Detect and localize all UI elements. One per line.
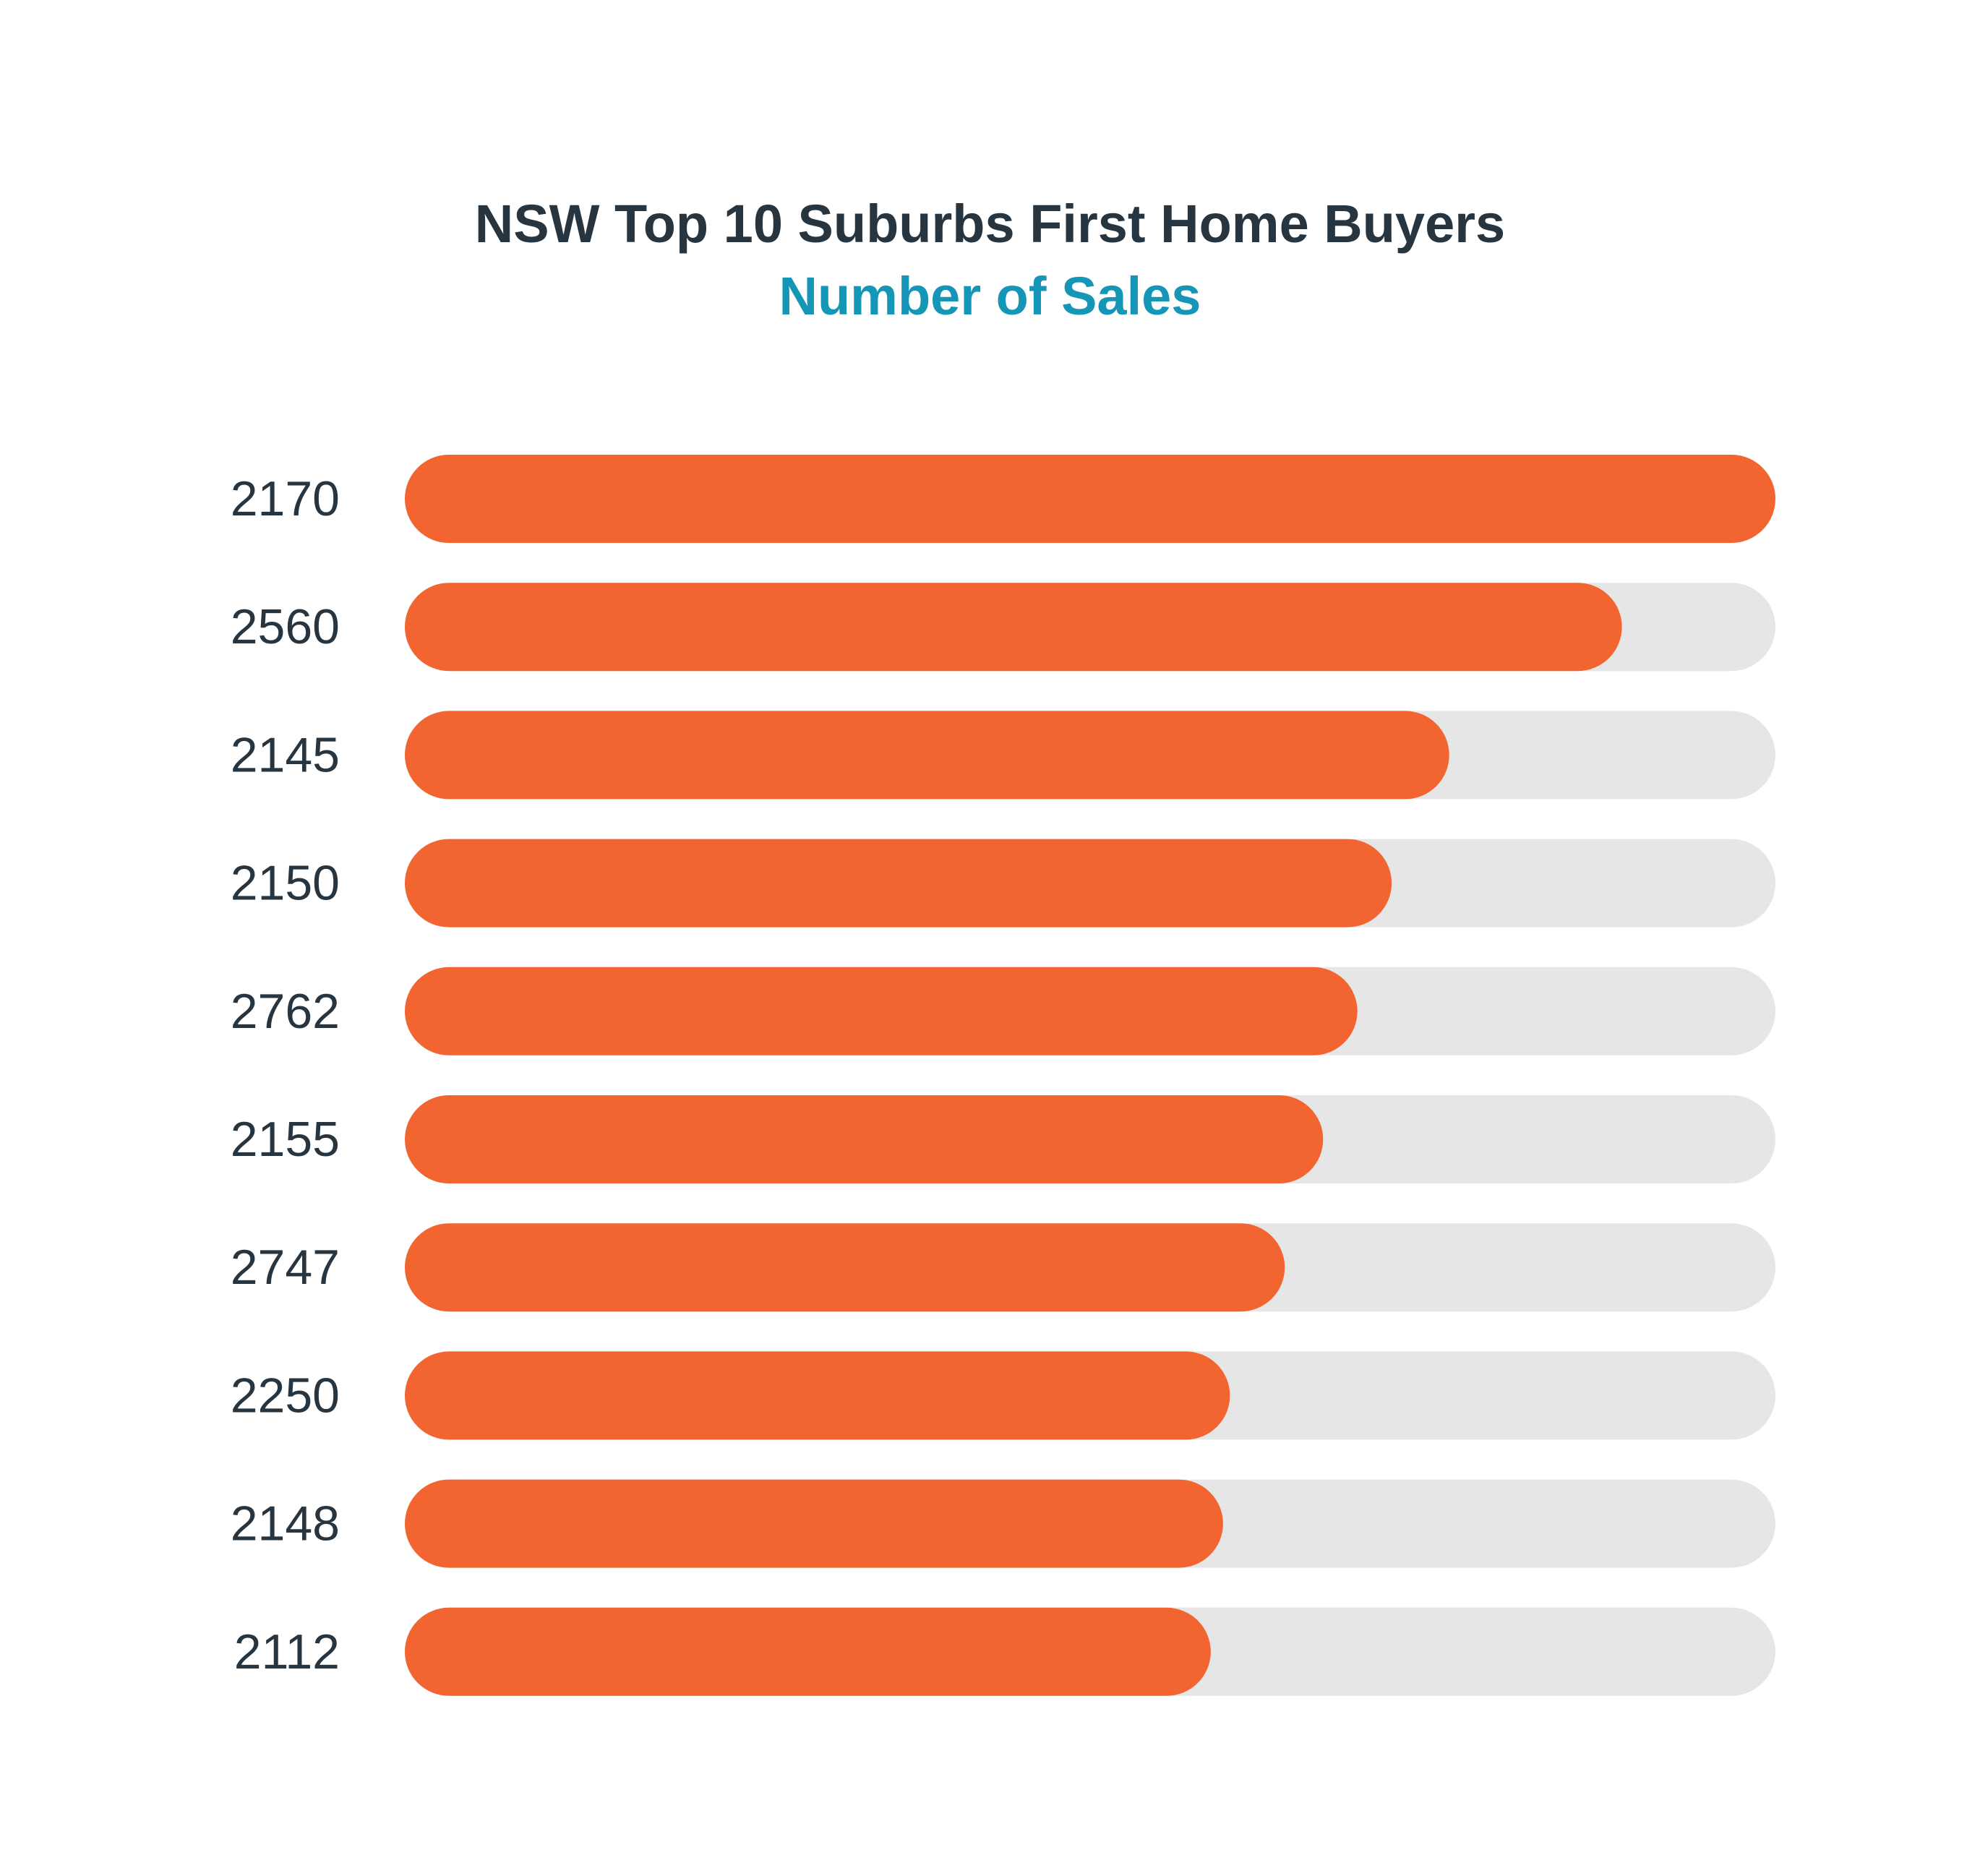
bar-row-2170: 2170 <box>231 455 1775 543</box>
bar-row-2112: 2112 <box>234 1607 1775 1696</box>
bar <box>405 583 1622 672</box>
bar-row-2250: 2250 <box>231 1351 1775 1440</box>
category-label: 2762 <box>231 984 340 1039</box>
bar-row-2747: 2747 <box>231 1223 1775 1312</box>
category-label: 2148 <box>231 1496 340 1551</box>
bar-row-2762: 2762 <box>231 967 1775 1055</box>
bar-row-2150: 2150 <box>231 839 1775 928</box>
category-label: 2150 <box>231 856 340 911</box>
bar <box>405 1607 1211 1696</box>
bar <box>405 839 1392 928</box>
category-label: 2155 <box>231 1112 340 1167</box>
bar <box>405 1479 1223 1568</box>
bar <box>405 711 1449 800</box>
category-label: 2112 <box>234 1624 340 1679</box>
bar <box>405 1223 1285 1312</box>
chart-title: NSW Top 10 Suburbs First Home Buyers <box>474 194 1506 254</box>
category-label: 2170 <box>231 471 340 526</box>
category-label: 2250 <box>231 1368 340 1423</box>
category-label: 2145 <box>231 727 340 782</box>
bar <box>405 967 1358 1055</box>
bar-row-2148: 2148 <box>231 1479 1775 1568</box>
category-label: 2747 <box>231 1240 340 1295</box>
bar-row-2155: 2155 <box>231 1095 1775 1183</box>
chart-subtitle: Number of Sales <box>779 266 1201 326</box>
bar <box>405 1351 1230 1440</box>
bar-row-2560: 2560 <box>231 583 1775 672</box>
bar <box>405 1095 1324 1183</box>
category-label: 2560 <box>231 599 340 654</box>
bar <box>405 455 1775 543</box>
bar-row-2145: 2145 <box>231 711 1775 800</box>
